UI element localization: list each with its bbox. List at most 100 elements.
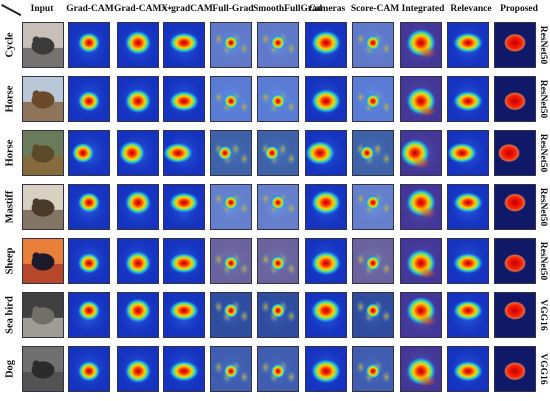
heatmap-horse-proposed bbox=[494, 130, 536, 176]
heatmap-dog-x-gradcam bbox=[163, 346, 205, 392]
input-image-mastiff bbox=[22, 184, 64, 230]
heatmap-horse-score-cam bbox=[352, 76, 394, 122]
heatmap-horse-x-gradcam bbox=[163, 76, 205, 122]
heatmap-sea-bird-grad-cam bbox=[68, 292, 110, 338]
heatmap-mastiff-integrated bbox=[400, 184, 442, 230]
model-label-resnet50: ResNet50 bbox=[538, 25, 548, 65]
heatmap-sheep-smoothfullgrad bbox=[257, 238, 299, 284]
heatmap-sea-bird-relevance bbox=[447, 292, 489, 338]
heatmap-cycle-smoothfullgrad bbox=[257, 22, 299, 68]
heatmap-horse-proposed bbox=[494, 76, 536, 122]
heatmap-horse-full-grad bbox=[210, 76, 252, 122]
model-label-vgg16: VGG16 bbox=[538, 299, 548, 331]
heatmap-horse-relevance bbox=[447, 130, 489, 176]
column-header-integrated: Integrated bbox=[401, 4, 445, 14]
heatmap-dog-score-cam bbox=[352, 346, 394, 392]
row-label-sea-bird: Sea bird bbox=[4, 296, 16, 334]
heatmap-dog-full-grad bbox=[210, 346, 252, 392]
heatmap-sea-bird-cameras bbox=[305, 292, 347, 338]
heatmap-horse-integrated bbox=[400, 130, 442, 176]
heatmap-cycle-proposed bbox=[494, 22, 536, 68]
heatmap-cycle-relevance bbox=[447, 22, 489, 68]
heatmap-mastiff-cameras bbox=[305, 184, 347, 230]
heatmap-horse-smoothfullgrad bbox=[257, 130, 299, 176]
input-image-cycle bbox=[22, 22, 64, 68]
heatmap-horse-grad-cam bbox=[68, 130, 110, 176]
heatmap-sea-bird-score-cam bbox=[352, 292, 394, 338]
row-label-mastiff: Mastiff bbox=[4, 190, 16, 224]
row-label-horse: Horse bbox=[4, 139, 16, 167]
heatmap-dog-grad-cam bbox=[68, 346, 110, 392]
heatmap-sheep-integrated bbox=[400, 238, 442, 284]
heatmap-mastiff-proposed bbox=[494, 184, 536, 230]
heatmap-cycle-grad-cam bbox=[68, 22, 110, 68]
column-header-x-gradcam: X-gradCAM bbox=[161, 4, 213, 14]
model-label-resnet50: ResNet50 bbox=[538, 79, 548, 119]
column-header-cameras: Cameras bbox=[308, 4, 346, 14]
heatmap-sea-bird-full-grad bbox=[210, 292, 252, 338]
column-header-grad-cam: Grad-CAM bbox=[66, 4, 114, 14]
heatmap-horse-relevance bbox=[447, 76, 489, 122]
heatmap-mastiff-grad-cam bbox=[68, 184, 110, 230]
heatmap-sheep-proposed bbox=[494, 238, 536, 284]
heatmap-mastiff-relevance bbox=[447, 184, 489, 230]
heatmap-dog-proposed bbox=[494, 346, 536, 392]
heatmap-horse-grad-cam bbox=[68, 76, 110, 122]
heatmap-sheep-grad-cam bbox=[68, 238, 110, 284]
input-image-sea-bird bbox=[22, 292, 64, 338]
heatmap-sea-bird-grad-cam-plus-plus bbox=[117, 292, 159, 338]
heatmap-dog-integrated bbox=[400, 346, 442, 392]
heatmap-sea-bird-integrated bbox=[400, 292, 442, 338]
input-image-dog bbox=[22, 346, 64, 392]
heatmap-mastiff-grad-cam-plus-plus bbox=[117, 184, 159, 230]
heatmap-mastiff-smoothfullgrad bbox=[257, 184, 299, 230]
column-header-relevance: Relevance bbox=[450, 4, 492, 14]
heatmap-sheep-grad-cam-plus-plus bbox=[117, 238, 159, 284]
heatmap-horse-grad-cam-plus-plus bbox=[117, 130, 159, 176]
heatmap-dog-grad-cam-plus-plus bbox=[117, 346, 159, 392]
heatmap-cycle-score-cam bbox=[352, 22, 394, 68]
model-label-resnet50: ResNet50 bbox=[538, 187, 548, 227]
heatmap-horse-cameras bbox=[305, 130, 347, 176]
column-header-proposed: Proposed bbox=[500, 4, 538, 14]
row-label-cycle: Cycle bbox=[4, 32, 16, 58]
heatmap-sheep-relevance bbox=[447, 238, 489, 284]
heatmap-horse-cameras bbox=[305, 76, 347, 122]
heatmap-cycle-full-grad bbox=[210, 22, 252, 68]
row-label-dog: Dog bbox=[4, 359, 16, 379]
heatmap-sea-bird-x-gradcam bbox=[163, 292, 205, 338]
heatmap-cycle-cameras bbox=[305, 22, 347, 68]
input-image-sheep bbox=[22, 238, 64, 284]
heatmap-mastiff-score-cam bbox=[352, 184, 394, 230]
heatmap-sheep-full-grad bbox=[210, 238, 252, 284]
column-header-grad-cam-plus-plus: Grad-CAM++ bbox=[114, 4, 173, 14]
model-label-resnet50: ResNet50 bbox=[538, 133, 548, 173]
column-header-input: Input bbox=[30, 4, 54, 14]
model-label-resnet50: ResNet50 bbox=[538, 241, 548, 281]
heatmap-cycle-integrated bbox=[400, 22, 442, 68]
heatmap-sheep-score-cam bbox=[352, 238, 394, 284]
column-header-full-grad: Full-Grad bbox=[212, 4, 254, 14]
heatmap-horse-integrated bbox=[400, 76, 442, 122]
heatmap-mastiff-x-gradcam bbox=[163, 184, 205, 230]
heatmap-sea-bird-smoothfullgrad bbox=[257, 292, 299, 338]
heatmap-horse-grad-cam-plus-plus bbox=[117, 76, 159, 122]
heatmap-horse-x-gradcam bbox=[163, 130, 205, 176]
row-label-sheep: Sheep bbox=[4, 247, 16, 275]
input-image-horse bbox=[22, 130, 64, 176]
heatmap-sea-bird-proposed bbox=[494, 292, 536, 338]
heatmap-horse-full-grad bbox=[210, 130, 252, 176]
heatmap-dog-smoothfullgrad bbox=[257, 346, 299, 392]
heatmap-sheep-cameras bbox=[305, 238, 347, 284]
heatmap-sheep-x-gradcam bbox=[163, 238, 205, 284]
model-label-vgg16: VGG16 bbox=[538, 353, 548, 385]
row-label-horse: Horse bbox=[4, 85, 16, 113]
heatmap-horse-score-cam bbox=[352, 130, 394, 176]
heatmap-dog-cameras bbox=[305, 346, 347, 392]
column-header-smoothfullgrad: SmoothFullGrad bbox=[253, 4, 323, 14]
column-header-score-cam: Score-CAM bbox=[350, 4, 400, 14]
input-image-horse bbox=[22, 76, 64, 122]
heatmap-mastiff-full-grad bbox=[210, 184, 252, 230]
heatmap-cycle-grad-cam-plus-plus bbox=[117, 22, 159, 68]
